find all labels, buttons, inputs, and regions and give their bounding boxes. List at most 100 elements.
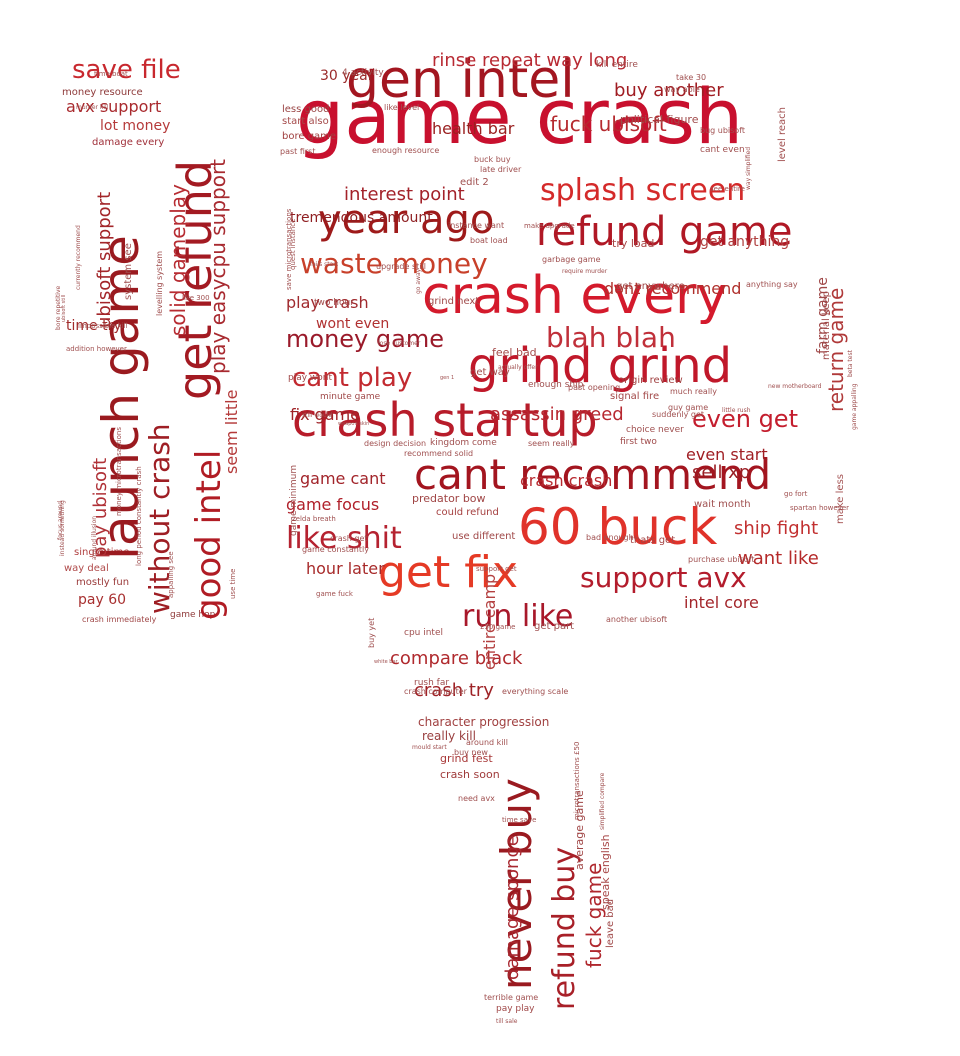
word-169: use time	[229, 568, 237, 599]
word-51: mostly fun	[76, 577, 130, 588]
word-71: grind fest	[440, 752, 493, 766]
word-44: avx support	[66, 97, 162, 117]
word-136: past opening	[568, 382, 621, 392]
word-181: new motherboard	[768, 383, 822, 391]
word-81: bore game	[282, 131, 337, 142]
word-103: play wont	[288, 372, 333, 383]
word-112: another ubisoft	[606, 614, 668, 624]
word-78: political figure	[620, 113, 699, 127]
word-167: instead something	[59, 500, 66, 556]
word-20: rinse repeat way long	[432, 49, 628, 71]
word-37: ship fight	[734, 517, 819, 539]
word-45: lot money	[100, 117, 171, 134]
word-187: way simplified	[745, 146, 752, 190]
word-110: get part	[534, 621, 575, 632]
word-127: garbage game	[542, 254, 601, 264]
word-32: game cant	[300, 469, 386, 489]
word-54: crash immediately	[82, 614, 157, 624]
word-83: could refund	[436, 507, 499, 518]
word-99: wait month	[694, 499, 751, 510]
word-14: like shit	[286, 521, 402, 556]
word-135: enough ship	[528, 379, 584, 390]
word-176: mould start	[412, 744, 447, 752]
word-188: beta test	[847, 350, 854, 377]
word-15: support avx	[580, 560, 747, 594]
word-22: fuck ubisoft	[550, 112, 667, 136]
word-141: purchase ubisoft	[688, 554, 755, 564]
word-122: enough resource	[372, 145, 440, 155]
word-65: refund buy	[547, 846, 582, 1010]
word-116: kill entire	[596, 59, 638, 70]
word-17: money game	[286, 324, 444, 353]
word-35: even start	[686, 445, 768, 465]
word-114: late driver	[480, 164, 522, 174]
word-156: addition however	[66, 345, 127, 354]
word-29: wont even	[316, 315, 390, 332]
word-184: lose customer	[378, 340, 421, 348]
word-111: £50 game	[480, 623, 516, 632]
word-123: buck buy	[474, 154, 511, 164]
word-89: signal fire	[610, 391, 660, 402]
word-109: buy yet	[367, 617, 376, 648]
word-133: design decision	[364, 438, 427, 448]
word-118: take 30	[676, 72, 707, 82]
word-124: instance want	[448, 220, 505, 230]
word-104: first two	[620, 436, 657, 447]
word-146: crash computer	[404, 686, 467, 696]
word-166: around illusion	[91, 515, 98, 560]
word-145: everything scale	[502, 686, 569, 696]
word-174: microtransactions £50	[573, 741, 581, 820]
word-171: quest instance	[289, 218, 297, 270]
word-129: anything say	[746, 279, 798, 289]
word-130: see entire	[710, 185, 745, 194]
word-162: currently recommend	[75, 225, 82, 290]
word-19: even get	[692, 404, 798, 433]
word-27: dont recommend	[604, 279, 742, 299]
word-173: game appalling	[851, 383, 858, 430]
word-38: want like	[738, 547, 819, 569]
word-61: solid gameplay	[166, 184, 190, 336]
word-113: edit 2	[460, 177, 489, 188]
word-53: game hop	[170, 609, 216, 620]
word-107: game minimum	[289, 464, 299, 536]
word-94: terrible game	[484, 992, 539, 1002]
word-62: play easycpu support	[206, 158, 230, 374]
word-178: weapon skin	[338, 421, 370, 427]
word-158: like 300	[182, 294, 210, 303]
word-165: long period constantly crash	[135, 466, 143, 566]
word-2: gen intel	[346, 50, 575, 111]
word-95: pay play	[496, 1003, 535, 1014]
word-191: ubisoft still	[61, 294, 67, 322]
word-16: run like	[462, 599, 574, 634]
word-21: buy another	[614, 79, 724, 101]
word-149: time save	[502, 816, 537, 825]
word-183: till sale	[496, 1018, 518, 1026]
word-93: cant even	[700, 144, 745, 155]
word-138: guy game	[668, 402, 709, 412]
word-13: blah blah	[546, 320, 676, 354]
word-41: compare black	[390, 647, 523, 669]
word-142: bad enough	[586, 532, 634, 542]
word-68: entire camp	[480, 573, 499, 670]
word-79: less good	[282, 104, 330, 115]
word-87: leave bad	[605, 898, 616, 948]
word-10: get fix	[378, 546, 518, 598]
word-139: choice never	[626, 424, 684, 435]
word-82: predator bow	[412, 492, 486, 506]
word-42: crash try	[414, 679, 494, 701]
word-25: tremendous amount	[290, 209, 433, 226]
word-63: seem little	[222, 389, 241, 474]
word-117: way able	[664, 84, 700, 94]
word-175: simplified compare	[599, 772, 606, 830]
word-157: impossible kill	[78, 322, 128, 331]
word-5: year ago	[318, 197, 495, 243]
word-70: really kill	[422, 729, 476, 744]
word-97: feel bad	[492, 346, 537, 360]
word-24: interest point	[344, 183, 465, 205]
word-3: crash every	[422, 266, 728, 327]
word-125: make upgrade	[524, 222, 575, 231]
word-1: game crash	[296, 72, 744, 162]
word-11: splash screen	[540, 173, 746, 208]
word-134: seem really	[528, 438, 575, 448]
word-98: get way	[470, 367, 510, 378]
